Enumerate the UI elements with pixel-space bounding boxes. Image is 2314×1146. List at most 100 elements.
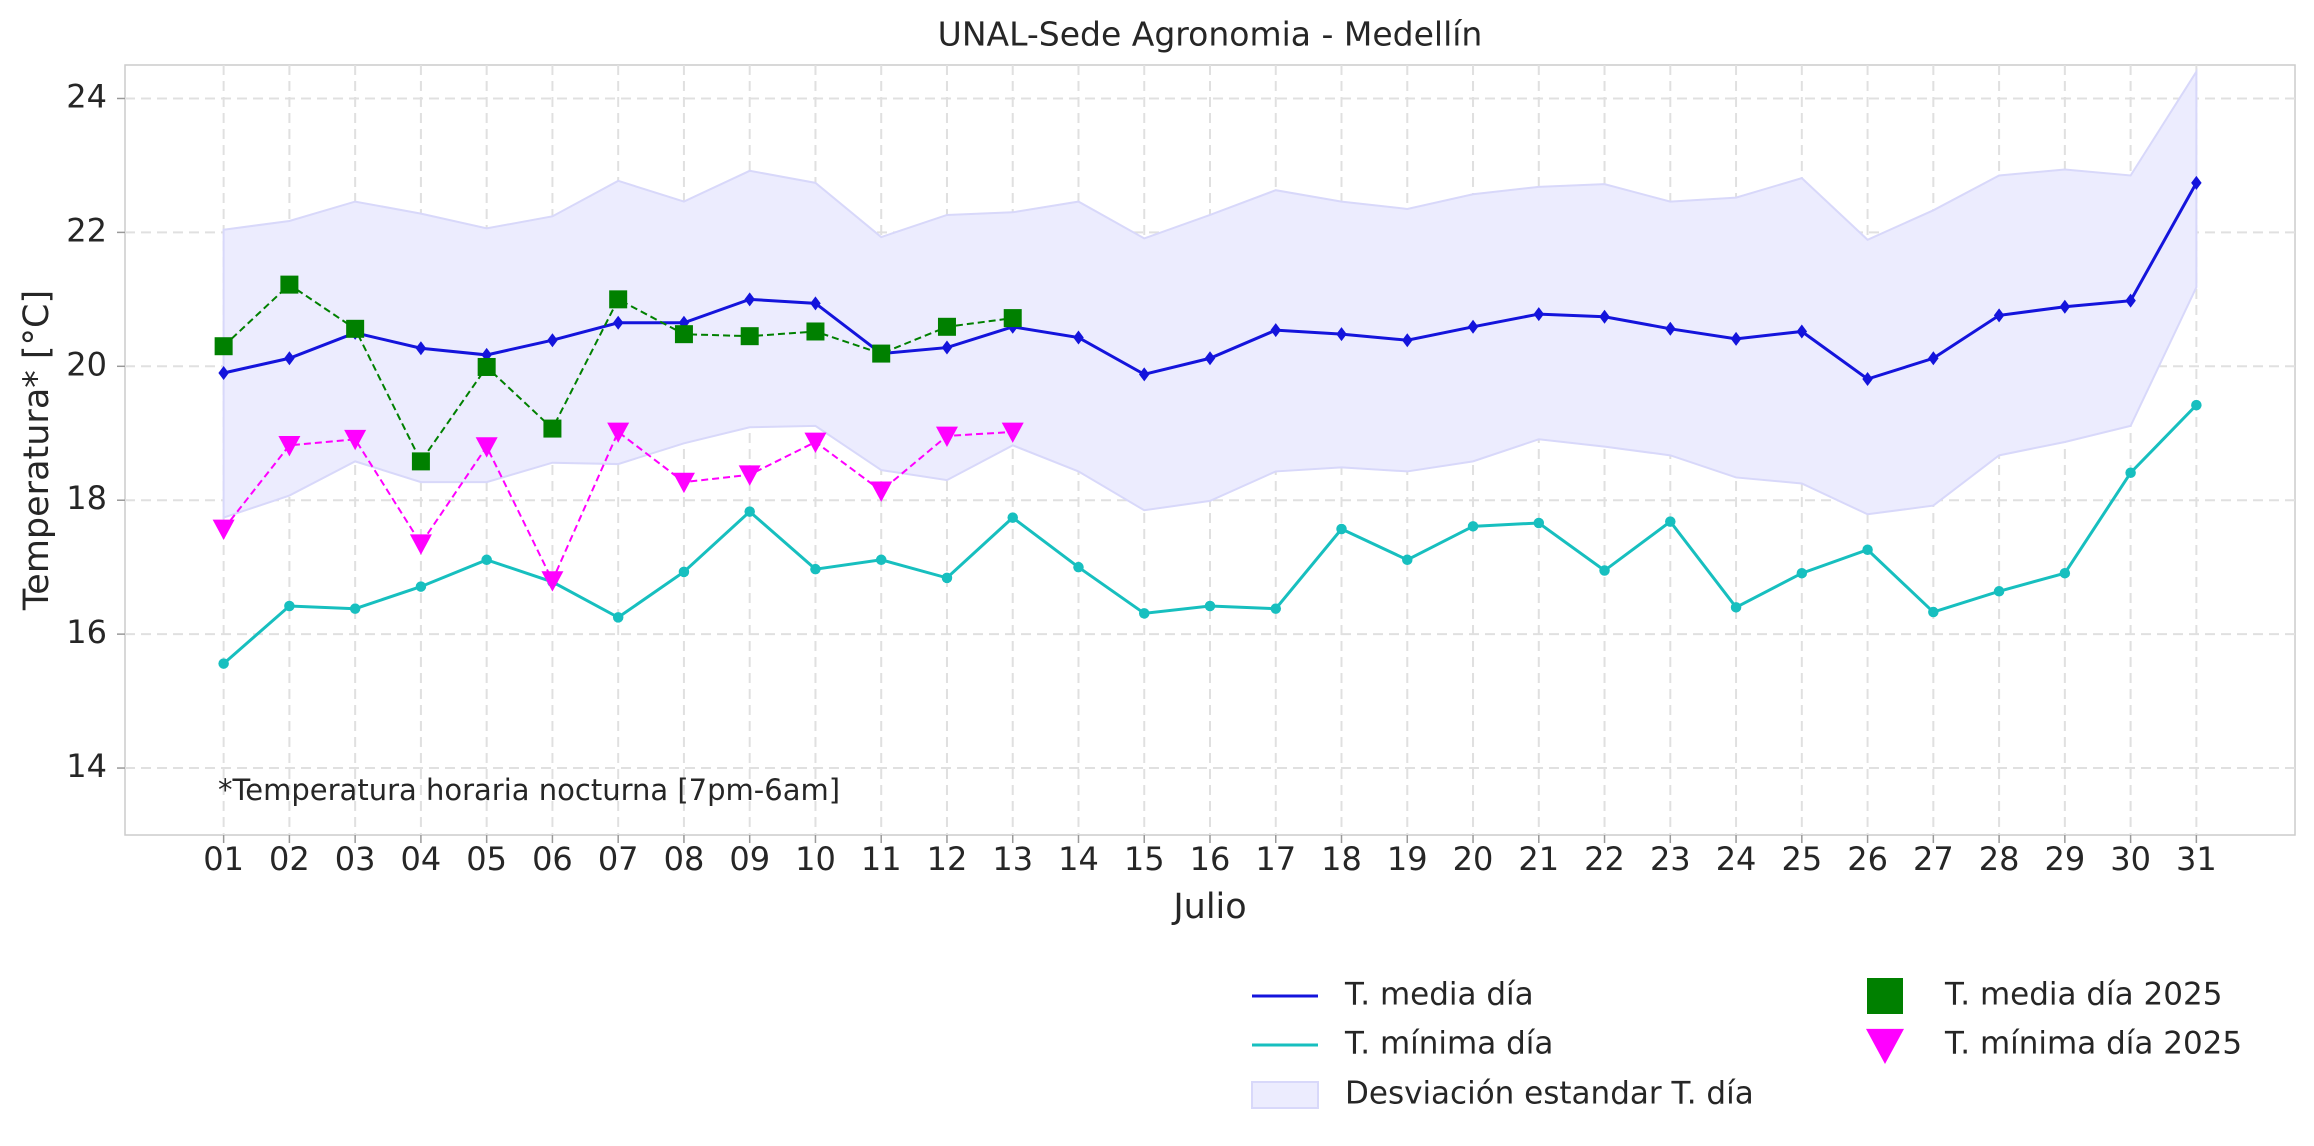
x-tick-label: 20: [1453, 840, 1494, 878]
legend-swatch: [1867, 978, 1903, 1014]
point: [543, 419, 562, 438]
x-tick-label: 05: [466, 840, 507, 878]
point: [804, 432, 827, 453]
point: [415, 341, 427, 356]
point: [284, 600, 295, 612]
point: [1928, 606, 1939, 618]
x-tick-label: 10: [795, 840, 836, 878]
point: [1665, 321, 1676, 336]
point: [738, 465, 761, 486]
legend-label: T. media día: [1344, 977, 1534, 1013]
x-tick-label: 07: [598, 840, 639, 878]
point: [941, 340, 953, 355]
x-tick-label: 02: [269, 840, 310, 878]
point: [810, 296, 821, 311]
point: [1730, 602, 1742, 613]
point: [475, 437, 498, 458]
point: [609, 290, 628, 309]
x-tick-label: 26: [1847, 840, 1888, 878]
point: [1138, 608, 1150, 619]
point: [2191, 399, 2202, 411]
point: [1073, 330, 1084, 345]
point: [674, 325, 693, 344]
point: [344, 429, 367, 451]
point: [2125, 467, 2136, 479]
point: [941, 572, 953, 584]
point: [1204, 600, 1216, 612]
x-tick-label: 04: [401, 840, 442, 878]
x-tick-label: 03: [335, 840, 376, 878]
point: [678, 566, 690, 578]
x-tick-label: 21: [1518, 840, 1559, 878]
point: [278, 435, 301, 457]
x-tick-label: 28: [1979, 840, 2020, 878]
legend-label: T. mínima día 2025: [1944, 1026, 2242, 1062]
point: [218, 366, 229, 380]
x-tick-label: 15: [1124, 840, 1165, 878]
point: [214, 337, 233, 356]
point: [1796, 567, 1808, 579]
point: [541, 571, 564, 592]
x-tick-label: 22: [1584, 840, 1625, 878]
point: [349, 603, 361, 614]
point: [2191, 175, 2202, 190]
legend-label: Desviación estandar T. día: [1345, 1076, 1754, 1112]
point: [409, 534, 432, 555]
x-tick-label: 29: [2044, 840, 2085, 878]
x-tick-label: 24: [1716, 840, 1757, 878]
x-tick-label: 08: [664, 840, 705, 878]
point: [1138, 367, 1150, 382]
x-tick-label: 12: [927, 840, 968, 878]
point: [740, 327, 759, 346]
std-band: [222, 68, 2198, 520]
legend-swatch: [1251, 1081, 1319, 1109]
point: [1402, 333, 1413, 348]
point: [935, 426, 958, 447]
point: [1599, 565, 1610, 576]
point: [1467, 521, 1479, 532]
point: [612, 612, 624, 623]
point: [875, 554, 887, 566]
y-tick-label: 24: [66, 77, 107, 115]
point: [1001, 422, 1024, 443]
x-tick-label: 09: [729, 840, 770, 878]
legend-label: T. mínima día: [1344, 1026, 1553, 1062]
point: [346, 319, 365, 338]
point: [1336, 327, 1347, 342]
x-tick-label: 17: [1255, 840, 1296, 878]
point: [1796, 324, 1808, 339]
point: [612, 315, 624, 330]
point: [1204, 351, 1216, 366]
chart-title: UNAL-Sede Agronomia - Medellín: [938, 15, 1483, 54]
point: [1270, 603, 1282, 614]
y-tick-label: 16: [66, 613, 107, 651]
point: [1928, 351, 1939, 366]
point: [284, 351, 295, 366]
point: [1270, 323, 1282, 338]
point: [1862, 544, 1873, 556]
y-tick-label: 20: [66, 345, 107, 383]
point: [1993, 586, 2005, 597]
point: [477, 357, 496, 376]
x-axis-label: Julio: [1171, 887, 1246, 927]
point: [1003, 309, 1022, 328]
x-tick-label: 16: [1190, 840, 1231, 878]
point: [672, 472, 695, 494]
x-tick-label: 31: [2176, 840, 2217, 878]
y-tick-label: 18: [66, 479, 107, 517]
x-tick-label: 13: [992, 840, 1033, 878]
y-tick-label: 14: [66, 747, 107, 785]
point: [1533, 307, 1545, 322]
point: [547, 333, 558, 348]
x-tick-label: 01: [203, 840, 244, 878]
point: [481, 554, 492, 566]
x-tick-label: 14: [1058, 840, 1099, 878]
point: [1993, 308, 2005, 323]
point: [1402, 554, 1413, 566]
point: [1533, 517, 1545, 529]
point: [2059, 299, 2071, 314]
point: [744, 506, 755, 517]
x-tick-label: 23: [1650, 840, 1691, 878]
point: [280, 275, 299, 294]
